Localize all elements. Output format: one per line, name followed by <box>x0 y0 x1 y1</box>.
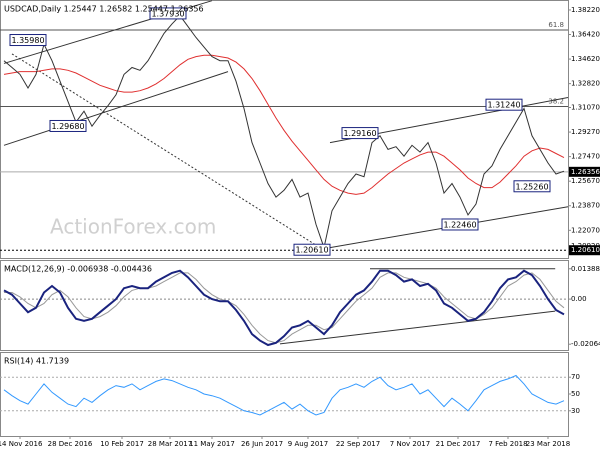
series-line <box>3 374 565 416</box>
y-tick-label: 30 <box>571 407 580 415</box>
y-tick-label: 1.32820 <box>571 80 600 88</box>
price-callout-box <box>49 119 87 132</box>
panel-frame <box>0 352 569 437</box>
series-line <box>3 14 565 250</box>
x-tick-label: 10 Feb 2017 <box>100 440 144 448</box>
series-line <box>4 272 565 344</box>
price-tag-box <box>569 245 600 256</box>
price-callout-box <box>513 180 551 193</box>
price-tag-box <box>569 166 600 177</box>
price-callout: 1.20610 <box>295 246 328 255</box>
price-callout: 1.35980 <box>11 36 44 45</box>
trendline <box>3 71 229 146</box>
trendline <box>11 53 321 249</box>
y-tick-label: 50 <box>571 390 580 398</box>
price-callout-box <box>293 243 331 256</box>
series-line <box>3 54 565 195</box>
x-tick-label: 9 Aug 2017 <box>288 440 328 448</box>
price-callout-box <box>9 34 47 47</box>
panel-frame <box>0 0 569 259</box>
y-tick-label: 1.34620 <box>571 55 600 63</box>
x-tick-label: 28 Mar 2017 <box>148 440 192 448</box>
y-tick-label: 1.38220 <box>571 6 600 14</box>
y-tick-label: 1.22070 <box>571 226 600 234</box>
series-line <box>3 269 565 347</box>
price-callout: 1.29680 <box>51 122 84 131</box>
x-tick-label: 28 Dec 2016 <box>48 440 93 448</box>
y-tick-label: 70 <box>571 373 580 381</box>
y-tick-label: 1.29270 <box>571 128 600 136</box>
trendline <box>279 310 556 345</box>
y-tick-label: -0.020648 <box>571 340 600 348</box>
x-tick-label: 22 Sep 2017 <box>336 440 380 448</box>
x-tick-label: 14 Nov 2016 <box>0 440 43 448</box>
price-callout: 1.25260 <box>515 182 548 191</box>
y-tick-label: 0.00 <box>571 295 587 303</box>
price-tag: 1.26356 <box>571 168 600 176</box>
price-callout-box <box>441 218 479 231</box>
price-callout-box <box>341 127 379 140</box>
price-callout: 1.37930 <box>151 9 184 18</box>
watermark: ActionForex.com <box>50 215 216 239</box>
x-tick-label: 7 Nov 2017 <box>390 440 430 448</box>
level-label: 61.8 <box>548 21 564 29</box>
level-label: 38.2 <box>548 98 564 106</box>
panel-title: RSI(14) 41.7139 <box>4 357 69 366</box>
price-callout-box <box>149 7 187 20</box>
price-callout: 1.22460 <box>443 220 476 229</box>
y-tick-label: 1.31070 <box>571 104 600 112</box>
x-tick-label: 21 Dec 2017 <box>436 440 481 448</box>
price-tag: 1.20610 <box>571 246 600 254</box>
y-tick-label: 1.25670 <box>571 177 600 185</box>
x-tick-label: 11 May 2017 <box>189 440 235 448</box>
y-tick-label: 1.36420 <box>571 31 600 39</box>
panel-title: USDCAD,Daily 1.25447 1.26582 1.25447 1.2… <box>4 5 204 14</box>
y-tick-label: 1.27470 <box>571 153 600 161</box>
x-tick-label: 7 Feb 2018 <box>488 440 527 448</box>
panel-title: MACD(12,26,9) -0.006938 -0.004436 <box>4 265 152 274</box>
price-callout: 1.29160 <box>343 129 376 138</box>
price-callout-box <box>485 98 523 111</box>
x-tick-label: 26 Jun 2017 <box>241 440 283 448</box>
y-tick-label: 1.23870 <box>571 202 600 210</box>
x-tick-label: 23 Mar 2018 <box>526 440 570 448</box>
price-callout: 1.31240 <box>487 101 520 110</box>
